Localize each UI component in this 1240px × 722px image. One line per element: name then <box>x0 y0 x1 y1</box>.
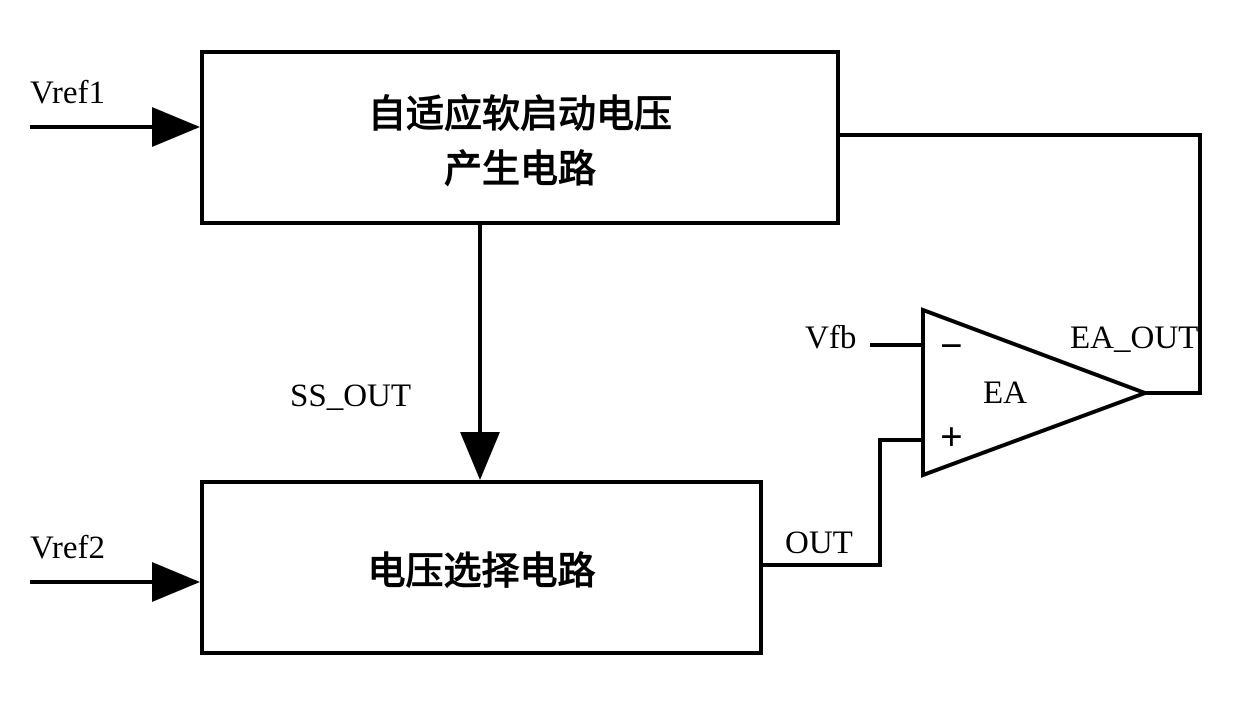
soft-start-label-line2: 产生电路 <box>368 138 672 193</box>
ea-label: EA <box>983 375 1027 412</box>
vref2-label: Vref2 <box>30 530 105 567</box>
ea-out-label: EA_OUT <box>1070 320 1198 357</box>
out-label: OUT <box>785 525 853 562</box>
block-diagram: 自适应软启动电压 产生电路 电压选择电路 Vref1 Vref2 SS_OUT … <box>0 0 1240 722</box>
soft-start-label-line1: 自适应软启动电压 <box>368 83 672 138</box>
plus-sign: + <box>940 413 963 460</box>
soft-start-block: 自适应软启动电压 产生电路 <box>200 50 840 225</box>
vref1-label: Vref1 <box>30 75 105 112</box>
voltage-select-block: 电压选择电路 <box>200 480 763 655</box>
minus-sign: − <box>940 322 963 369</box>
ss-out-label: SS_OUT <box>290 378 411 415</box>
vfb-label: Vfb <box>805 320 856 357</box>
voltage-select-label: 电压选择电路 <box>367 540 595 595</box>
